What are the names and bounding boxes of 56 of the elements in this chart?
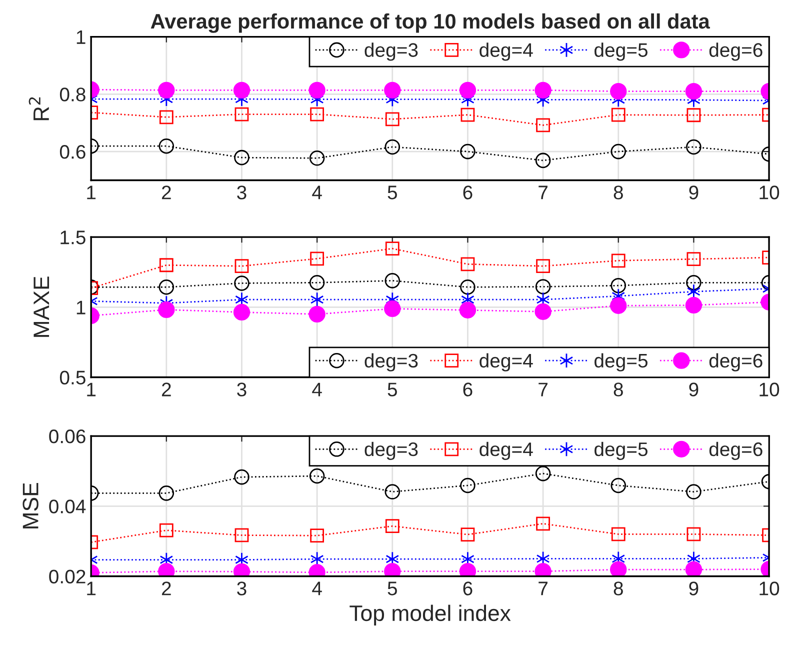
- legend-label: deg=5: [594, 442, 648, 460]
- y-axis-title: MSE: [22, 483, 38, 528]
- x-tick-label: 2: [162, 582, 171, 596]
- x-tick-label: 1: [87, 186, 96, 200]
- x-tick-label: 6: [463, 186, 472, 200]
- x-tick-label: 8: [614, 382, 623, 396]
- legend-label: deg=3: [364, 353, 418, 372]
- x-tick-label: 1: [87, 582, 96, 596]
- x-tick-label: 2: [162, 382, 171, 396]
- x-tick-label: 9: [689, 382, 698, 396]
- y-tick-label: 0.8: [60, 88, 86, 102]
- x-tick-label: 5: [388, 382, 397, 396]
- x-tick-label: 3: [237, 186, 246, 200]
- x-tick-label: 1: [87, 382, 96, 396]
- y-tick-label: 0.06: [49, 430, 86, 444]
- legend-label: deg=4: [480, 442, 533, 460]
- legend-label: deg=5: [594, 42, 648, 61]
- y-axis-title: MAXE: [34, 276, 50, 337]
- x-tick-label: 3: [237, 582, 246, 596]
- x-tick-label: 9: [689, 582, 698, 596]
- legend-label: deg=4: [480, 42, 533, 61]
- legend-label: deg=4: [480, 353, 533, 372]
- legend-label: deg=6: [709, 42, 762, 61]
- x-tick-label: 8: [614, 582, 623, 596]
- x-tick-label: 7: [538, 186, 548, 200]
- x-tick-label: 10: [760, 382, 780, 396]
- x-tick-label: 3: [237, 382, 246, 396]
- x-tick-label: 2: [162, 186, 171, 200]
- x-tick-label: 5: [388, 582, 397, 596]
- legend-label: deg=6: [709, 442, 762, 460]
- legend-label: deg=6: [709, 353, 762, 372]
- x-tick-label: 4: [312, 186, 322, 200]
- y-tick-label: 0.5: [60, 370, 86, 384]
- x-tick-label: 7: [538, 382, 548, 396]
- x-tick-label: 6: [463, 582, 472, 596]
- y-tick-label: 0.04: [49, 500, 86, 514]
- legend-label: deg=3: [364, 442, 418, 460]
- chart-title: Average performance of top 10 models based on all data: [150, 13, 710, 33]
- y-tick-label: 0.6: [60, 145, 86, 159]
- legend-label: deg=3: [364, 42, 418, 61]
- x-tick-label: 4: [312, 582, 322, 596]
- x-tick-label: 5: [388, 186, 397, 200]
- legend-label: deg=5: [594, 353, 648, 372]
- y-tick-label: 1: [76, 300, 86, 314]
- y-tick-label: 1.5: [60, 230, 86, 244]
- x-axis-title: Top model index: [350, 604, 511, 626]
- x-tick-label: 10: [760, 186, 780, 200]
- y-tick-label: 1: [76, 30, 86, 44]
- y-axis-title: R$^{2}$: [28, 97, 49, 120]
- x-tick-label: 9: [689, 186, 698, 200]
- x-tick-label: 7: [538, 582, 548, 596]
- x-tick-label: 8: [614, 186, 623, 200]
- x-tick-label: 4: [312, 382, 322, 396]
- x-tick-label: 6: [463, 382, 472, 396]
- x-tick-label: 10: [760, 582, 780, 596]
- y-tick-label: 0.02: [49, 570, 86, 584]
